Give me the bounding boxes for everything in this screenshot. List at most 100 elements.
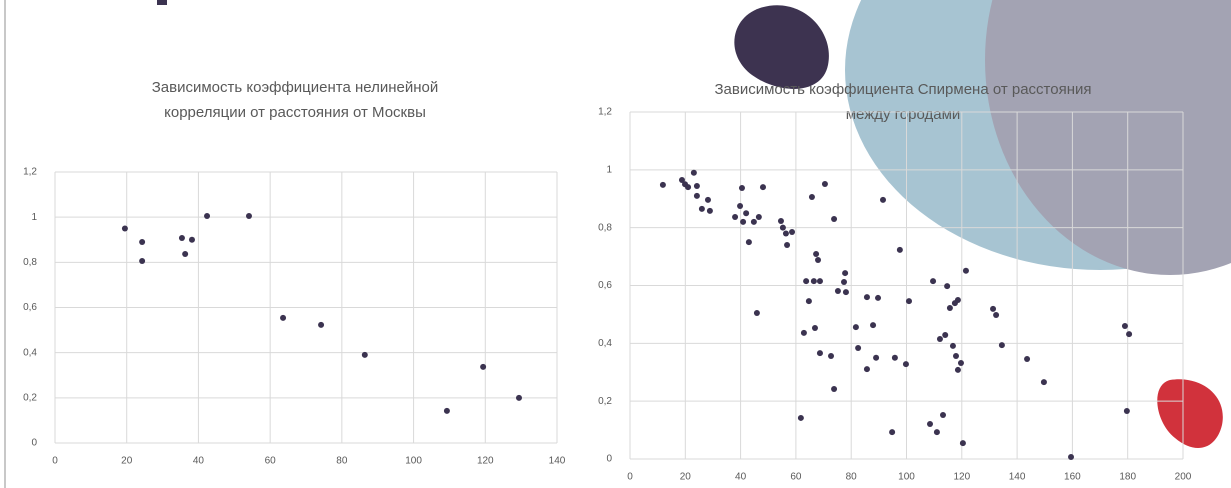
chart-title: между городами [846, 106, 961, 123]
y-tick-label: 0 [606, 454, 612, 465]
scatter-point [889, 429, 896, 436]
scatter-point [990, 305, 997, 312]
scatter-point [659, 181, 666, 188]
scatter-point [957, 359, 964, 366]
scatter-point [740, 218, 747, 225]
x-tick-label: 60 [265, 456, 277, 467]
y-tick-label: 0,6 [23, 302, 37, 313]
scatter-point [1126, 331, 1133, 338]
scatter-point [704, 196, 711, 203]
scatter-point [875, 294, 882, 301]
scatter-point [515, 394, 522, 401]
scatter-point [678, 176, 685, 183]
scatter-point [873, 354, 880, 361]
scatter-point [946, 305, 953, 312]
scatter-point [685, 184, 692, 191]
x-tick-label: 80 [336, 456, 348, 467]
scatter-point [939, 412, 946, 419]
scatter-point [998, 342, 1005, 349]
scatter-point [759, 184, 766, 191]
scatter-point [927, 421, 934, 428]
scatter-point [816, 278, 823, 285]
scatter-point [182, 250, 189, 257]
scatter-point [959, 440, 966, 447]
y-tick-label: 0,6 [598, 280, 612, 291]
x-tick-label: 20 [121, 456, 133, 467]
scatter-point [834, 287, 841, 294]
x-tick-label: 160 [1064, 472, 1081, 483]
x-tick-label: 40 [193, 456, 205, 467]
y-tick-label: 0,2 [598, 396, 612, 407]
scatter-point [743, 210, 750, 217]
scatter-point [178, 234, 185, 241]
scatter-point [855, 344, 862, 351]
scatter-point [896, 246, 903, 253]
y-tick-label: 0,4 [23, 347, 37, 358]
chart-title: Зависимость коэффициента нелинейной [152, 79, 439, 96]
scatter-point [738, 185, 745, 192]
scatter-point [361, 351, 368, 358]
scatter-point [815, 257, 822, 264]
scatter-point [755, 213, 762, 220]
chart-title: Зависимость коэффициента Спирмена от рас… [714, 81, 1091, 98]
scatter-point [902, 361, 909, 368]
x-tick-label: 40 [735, 472, 747, 483]
scatter-point [821, 181, 828, 188]
scatter-point [816, 350, 823, 357]
scatter-point [930, 278, 937, 285]
x-tick-label: 120 [953, 472, 970, 483]
scatter-point [779, 224, 786, 231]
scatter-point [698, 205, 705, 212]
x-tick-label: 140 [1009, 472, 1026, 483]
scatter-point [805, 298, 812, 305]
y-tick-label: 0,2 [23, 392, 37, 403]
y-tick-label: 1,2 [23, 167, 37, 178]
decor-gray-shape [985, 0, 1231, 275]
charts: Зависимость коэффициента нелинейной корре… [23, 79, 1192, 483]
scatter-point [879, 196, 886, 203]
scatter-point [1024, 355, 1031, 362]
y-tick-label: 0,4 [598, 338, 612, 349]
scatter-point [745, 239, 752, 246]
scatter-point [693, 192, 700, 199]
scatter-point [245, 213, 252, 220]
scatter-point [204, 213, 211, 220]
scatter-point [706, 207, 713, 214]
decor-dark-blob [734, 5, 829, 89]
scatter-point [777, 218, 784, 225]
scatter-point [800, 329, 807, 336]
y-tick-label: 0,8 [598, 222, 612, 233]
scatter-point [936, 335, 943, 342]
scatter-point [750, 218, 757, 225]
decor-red-blob [1157, 379, 1223, 448]
scatter-point [280, 314, 287, 321]
x-tick-label: 100 [405, 456, 422, 467]
scatter-point [789, 229, 796, 236]
scatter-point [891, 354, 898, 361]
y-tick-label: 0,8 [23, 257, 37, 268]
y-tick-label: 0 [31, 438, 37, 449]
scatter-point [863, 294, 870, 301]
scatter-point [944, 283, 951, 290]
scatter-point [842, 270, 849, 277]
scatter-point [737, 202, 744, 209]
scatter-point [753, 309, 760, 316]
x-tick-label: 200 [1175, 472, 1192, 483]
y-tick-label: 1,2 [598, 107, 612, 118]
scatter-point [962, 267, 969, 274]
scatter-point [831, 386, 838, 393]
scatter-point [841, 279, 848, 286]
scatter-point [693, 183, 700, 190]
scatter-point [954, 296, 961, 303]
x-tick-label: 120 [477, 456, 494, 467]
x-tick-label: 140 [549, 456, 566, 467]
x-tick-label: 0 [627, 472, 633, 483]
scatter-point [852, 324, 859, 331]
scatter-point [952, 353, 959, 360]
scatter-point [810, 278, 817, 285]
scatter-point [1040, 379, 1047, 386]
scatter-point [797, 414, 804, 421]
scatter-point [954, 366, 961, 373]
scatter-point [942, 331, 949, 338]
